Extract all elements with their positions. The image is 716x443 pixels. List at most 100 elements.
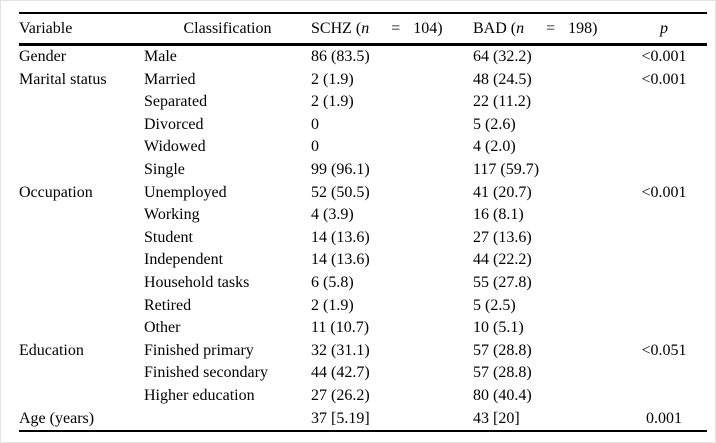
table-row: Independent 14 (13.6) 44 (22.2) — [19, 249, 707, 272]
variable-cell — [19, 272, 144, 295]
variable-cell — [19, 295, 144, 318]
bad-value-cell: 43 [20] — [473, 407, 621, 433]
classification-cell: Divorced — [144, 115, 204, 133]
schz-value-cell: 11 (10.7) — [311, 319, 370, 337]
table-row: Household tasks 6 (5.8) 55 (27.8) — [19, 272, 707, 295]
schz-value-cell: 2 (1.9) — [311, 296, 354, 314]
schz-value-cell: 32 (31.1) — [311, 341, 370, 359]
schz-value-cell: 27 (26.2) — [311, 386, 370, 404]
p-value-cell: <0.001 — [641, 183, 687, 201]
table-row: Other 11 (10.7) 10 (5.1) — [19, 317, 707, 340]
table-row: Marital status Married 2 (1.9) 48 (24.5)… — [19, 69, 707, 92]
p-value-cell — [621, 249, 707, 272]
p-value-cell — [621, 317, 707, 340]
schz-value-cell: 2 (1.9) — [311, 93, 354, 111]
p-value-cell: <0.001 — [641, 70, 687, 88]
p-value-cell: 0.001 — [621, 407, 707, 433]
bad-value-cell: 27 (13.6) — [473, 228, 532, 246]
table-row: Occupation Unemployed 52 (50.5) 41 (20.7… — [19, 182, 707, 205]
p-value-cell — [621, 159, 707, 182]
bad-equals-sign: = — [546, 19, 556, 37]
variable-cell: Occupation — [19, 183, 93, 201]
p-value-cell — [621, 91, 707, 114]
classification-cell: Widowed — [144, 138, 206, 156]
header-bad: BAD (n = 198) — [473, 13, 621, 46]
bad-value-cell: 4 (2.0) — [473, 138, 516, 156]
variable-cell: Gender — [19, 48, 67, 65]
header-variable: Variable — [19, 13, 144, 46]
p-value-cell — [621, 227, 707, 250]
classification-cell: Separated — [144, 93, 208, 111]
bad-value-cell: 41 (20.7) — [473, 183, 532, 201]
schz-value-cell: 14 (13.6) — [311, 251, 370, 269]
p-value-cell — [621, 385, 707, 408]
variable-cell — [19, 114, 144, 137]
classification-cell: Male — [144, 48, 177, 65]
variable-cell: Education — [19, 341, 84, 359]
classification-cell: Higher education — [144, 386, 255, 404]
table-row: Finished secondary 44 (42.7) 57 (28.8) — [19, 362, 707, 385]
header-p-value: p — [621, 13, 707, 46]
classification-cell — [144, 407, 311, 433]
bad-value-cell: 44 (22.2) — [473, 251, 532, 269]
header-row: Variable Classification SCHZ (n = 104) BAD… — [19, 13, 707, 46]
bad-value-cell: 57 (28.8) — [473, 364, 532, 382]
schz-equals-sign: = — [391, 19, 401, 37]
table-row: Student 14 (13.6) 27 (13.6) — [19, 227, 707, 250]
bad-value-cell: 48 (24.5) — [473, 70, 532, 88]
schz-value-cell: 4 (3.9) — [311, 206, 354, 224]
variable-cell — [19, 249, 144, 272]
classification-cell: Unemployed — [144, 183, 227, 201]
table-row: Retired 2 (1.9) 5 (2.5) — [19, 295, 707, 318]
bad-value-cell: 5 (2.5) — [473, 296, 516, 314]
table-row: Education Finished primary 32 (31.1) 57 … — [19, 340, 707, 363]
schz-value-cell: 0 — [311, 115, 319, 133]
bad-value-cell: 22 (11.2) — [473, 93, 532, 111]
variable-cell: Marital status — [19, 70, 107, 88]
p-value-cell — [621, 272, 707, 295]
variable-cell — [19, 91, 144, 114]
schz-value-cell: 44 (42.7) — [311, 364, 370, 382]
table-row: Gender Male 86 (83.5) 64 (32.2) <0.001 — [19, 45, 707, 69]
bad-group-label: BAD ( — [473, 19, 517, 37]
schz-group-label: SCHZ ( — [311, 19, 362, 37]
header-classification: Classification — [144, 13, 311, 46]
bad-value-cell: 57 (28.8) — [473, 341, 532, 359]
bad-value-cell: 5 (2.6) — [473, 115, 516, 133]
classification-cell: Student — [144, 228, 193, 246]
schz-sample-size: 104) — [413, 19, 443, 37]
header-schz: SCHZ (n = 104) — [311, 13, 473, 46]
bad-value-cell: 55 (27.8) — [473, 273, 532, 291]
table-row: Working 4 (3.9) 16 (8.1) — [19, 204, 707, 227]
bad-value-cell: 80 (40.4) — [473, 386, 532, 404]
variable-cell — [19, 227, 144, 250]
schz-value-cell: 99 (96.1) — [311, 160, 370, 178]
schz-value-cell: 6 (5.8) — [311, 273, 354, 291]
schz-value-cell: 86 (83.5) — [311, 48, 370, 65]
demographics-table: Variable Classification SCHZ (n = 104) BAD… — [19, 12, 707, 433]
table-row: Separated 2 (1.9) 22 (11.2) — [19, 91, 707, 114]
p-value-cell — [621, 204, 707, 227]
p-value-cell — [621, 136, 707, 159]
classification-cell: Retired — [144, 296, 192, 314]
table-row: Single 99 (96.1) 117 (59.7) — [19, 159, 707, 182]
classification-cell: Independent — [144, 251, 224, 269]
p-value-cell — [621, 362, 707, 385]
variable-cell: Age (years) — [19, 407, 144, 433]
classification-cell: Working — [144, 206, 200, 224]
p-value-cell — [621, 295, 707, 318]
variable-cell — [19, 159, 144, 182]
table-row: Age (years) 37 [5.19] 43 [20] 0.001 — [19, 407, 707, 433]
variable-cell — [19, 204, 144, 227]
classification-cell: Single — [144, 160, 185, 178]
schz-value-cell: 14 (13.6) — [311, 228, 370, 246]
schz-value-cell: 37 [5.19] — [311, 407, 473, 433]
bad-value-cell: 117 (59.7) — [473, 160, 540, 178]
schz-value-cell: 52 (50.5) — [311, 183, 370, 201]
classification-cell: Household tasks — [144, 273, 250, 291]
schz-value-cell: 0 — [311, 138, 319, 156]
bad-n-symbol: n — [516, 19, 525, 37]
table-row: Widowed 0 4 (2.0) — [19, 136, 707, 159]
table-row: Higher education 27 (26.2) 80 (40.4) — [19, 385, 707, 408]
schz-n-symbol: n — [361, 19, 370, 37]
